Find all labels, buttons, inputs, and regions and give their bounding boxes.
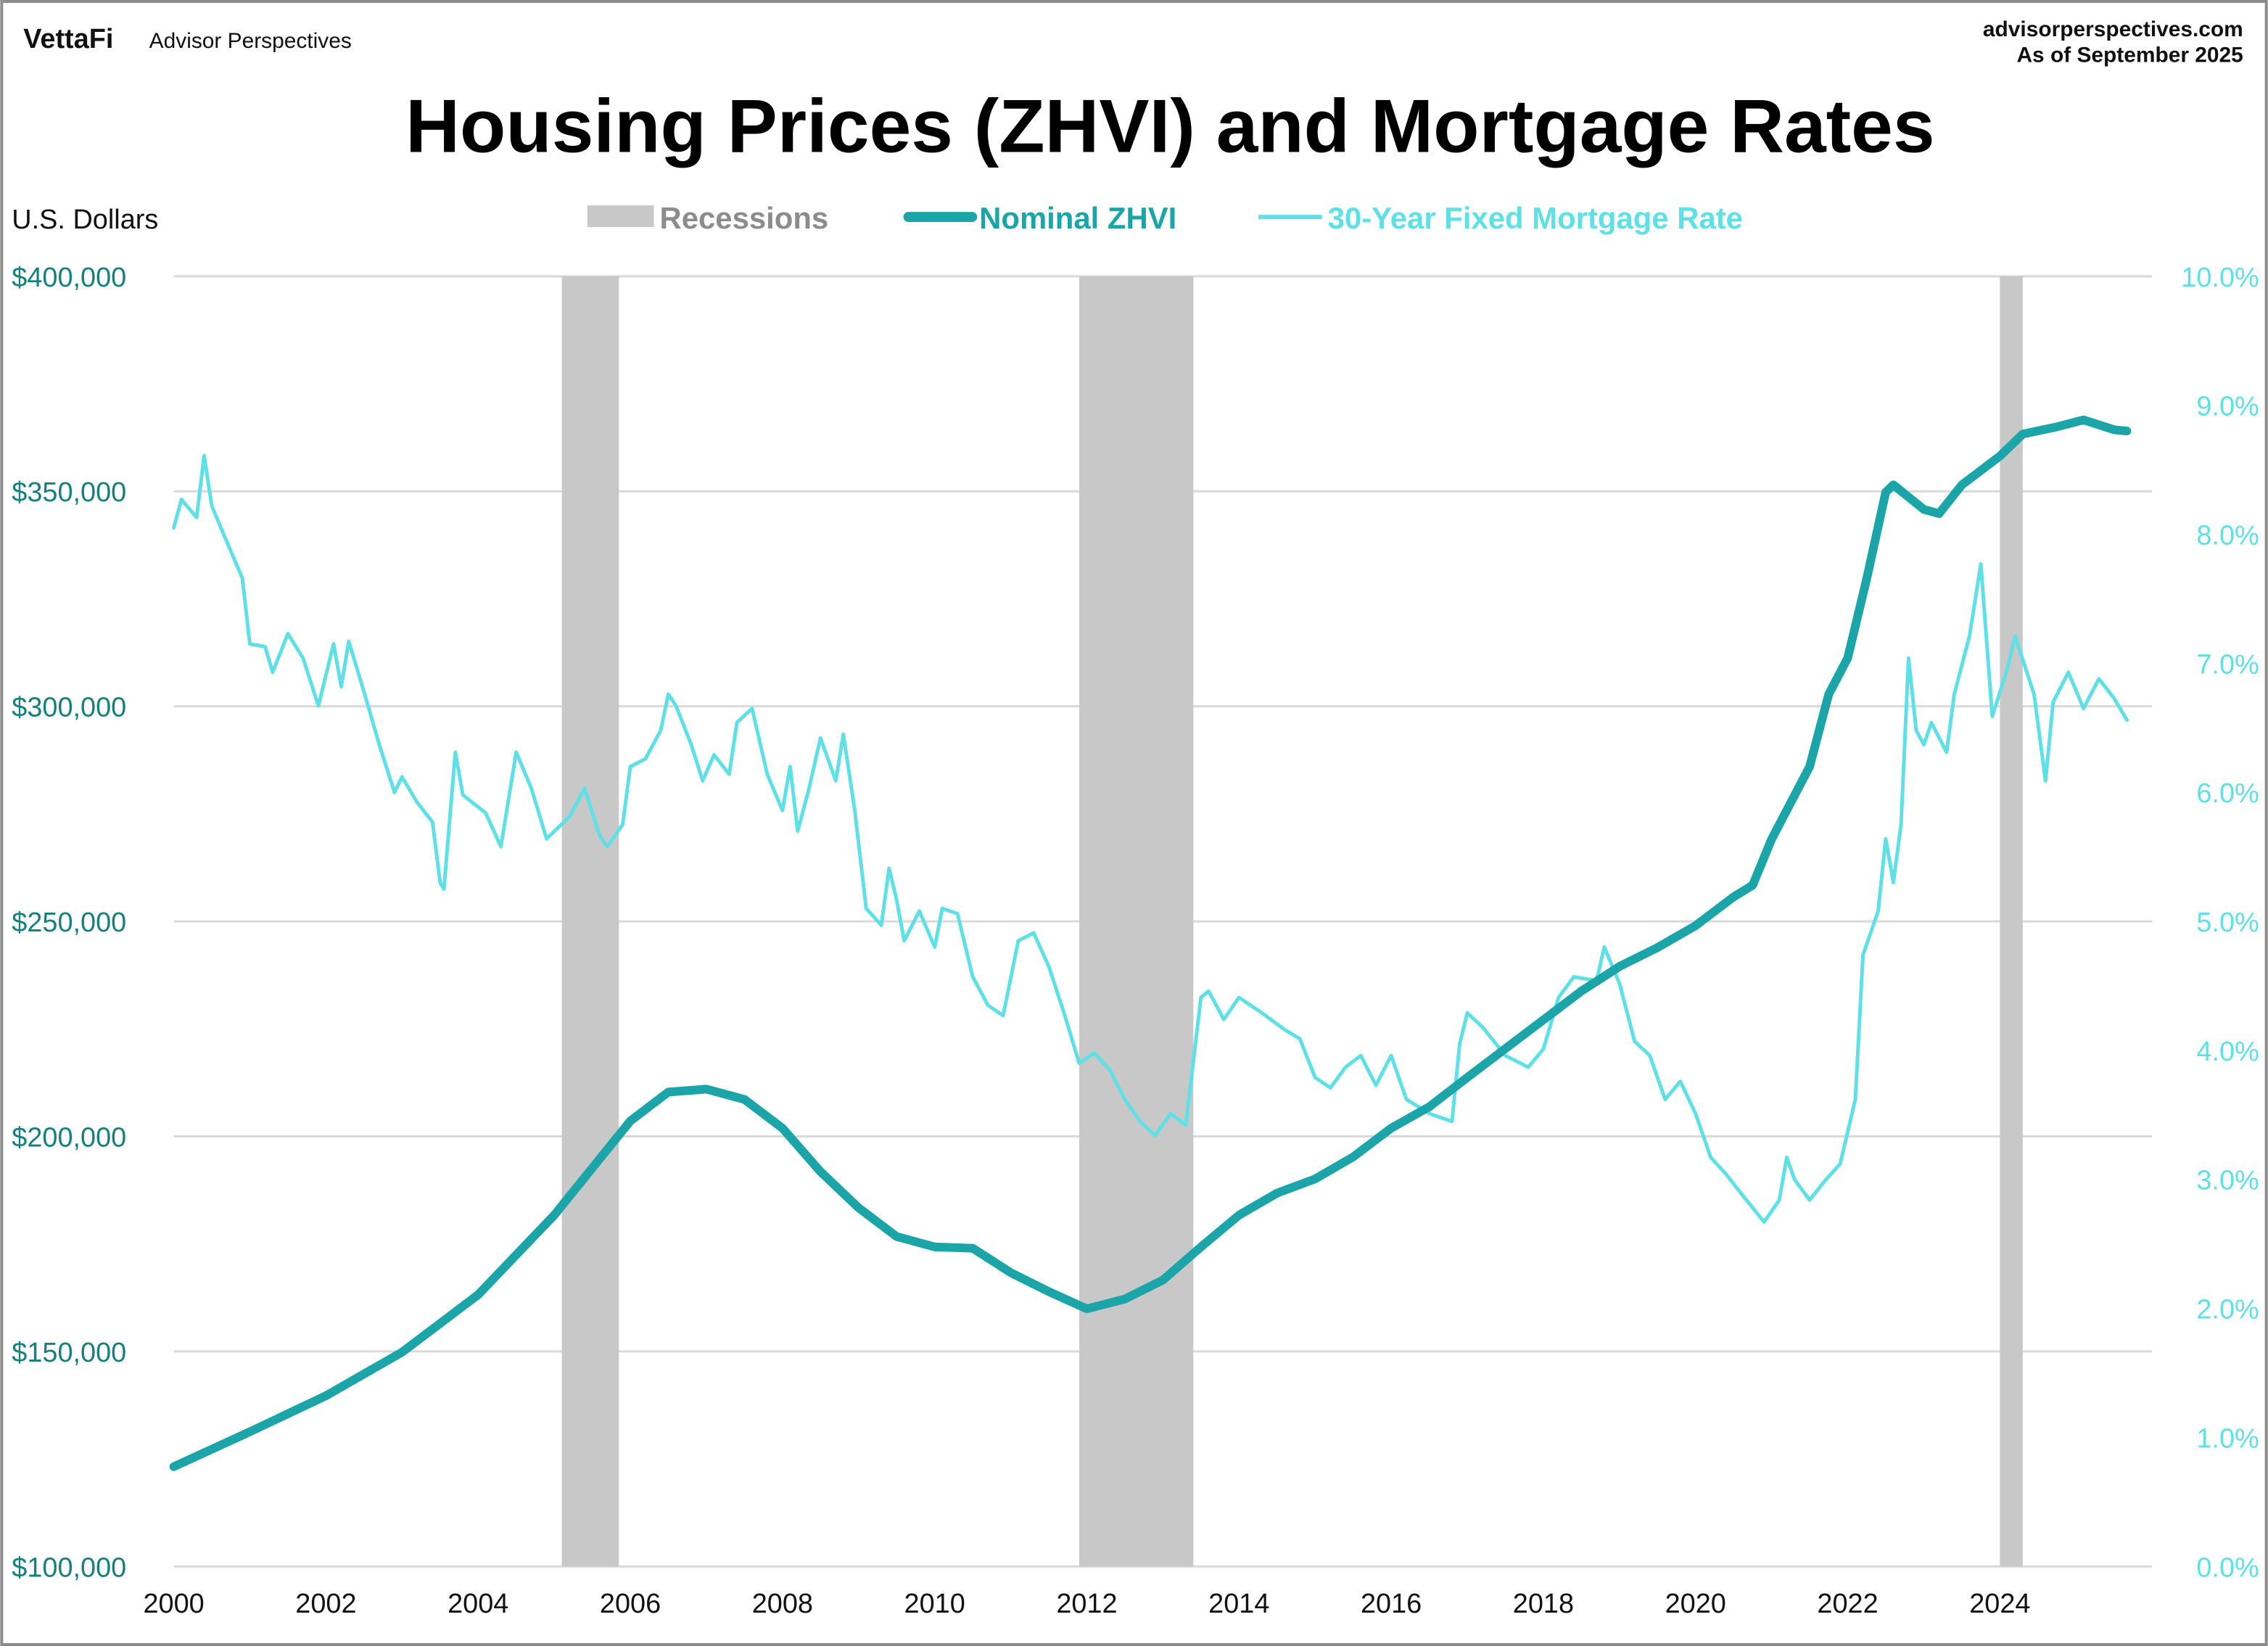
y-tick-label-right: 7.0% xyxy=(2196,649,2259,680)
legend-recessions: Recessions xyxy=(660,201,829,235)
y-tick-label-left: $200,000 xyxy=(12,1122,126,1153)
x-tick-label: 2020 xyxy=(1665,1589,1726,1619)
y-tick-label-left: $250,000 xyxy=(12,908,126,938)
x-tick-label: 2010 xyxy=(904,1589,965,1619)
x-tick-label: 2014 xyxy=(1208,1589,1269,1619)
site-url: advisorperspectives.com xyxy=(1983,17,2243,41)
y-tick-label-right: 1.0% xyxy=(2196,1423,2259,1454)
y-tick-label-left: $300,000 xyxy=(12,693,126,723)
x-tick-label: 2012 xyxy=(1056,1589,1117,1619)
legend-zhvi: Nominal ZHVI xyxy=(979,201,1176,235)
recession-band xyxy=(2000,276,2023,1567)
x-tick-label: 2008 xyxy=(752,1589,813,1619)
y-tick-label-right: 8.0% xyxy=(2196,520,2259,551)
legend-recessions-swatch xyxy=(587,205,654,228)
mortgage-rate-line xyxy=(172,453,2129,1224)
y-tick-label-left: $350,000 xyxy=(12,477,126,508)
right-y-axis: 0.0% 1.0% 2.0% 3.0% 4.0% 5.0% 6.0% 7.0% 8.0% 9.0%… xyxy=(2181,263,2259,1584)
y-tick-label-left: $400,000 xyxy=(12,263,126,293)
x-tick-label: 2002 xyxy=(295,1589,356,1619)
logo-text: VettaFi xyxy=(23,24,113,54)
y-tick-label-right: 2.0% xyxy=(2196,1295,2259,1325)
y-tick-label-right: 5.0% xyxy=(2196,908,2259,938)
left-y-axis: $100,000 $150,000 $200,000 $250,000 $300,000… xyxy=(12,263,126,1584)
x-tick-label: 2006 xyxy=(600,1589,661,1619)
brand-name: Advisor Perspectives xyxy=(149,29,352,53)
recession-band xyxy=(1079,276,1194,1567)
series-lines xyxy=(169,415,2132,1471)
x-tick-label: 2022 xyxy=(1817,1589,1878,1619)
x-tick-label: 2000 xyxy=(143,1589,204,1619)
recession-band xyxy=(561,276,619,1567)
y-tick-label-right: 3.0% xyxy=(2196,1166,2259,1196)
y-tick-label-right: 10.0% xyxy=(2181,263,2259,293)
y-tick-label-left: $100,000 xyxy=(12,1552,126,1583)
y-tick-label-left: $150,000 xyxy=(12,1338,126,1368)
zhvi-line xyxy=(169,415,2132,1471)
y-tick-label-right: 9.0% xyxy=(2196,392,2259,422)
as-of-date: As of September 2025 xyxy=(2016,44,2243,67)
left-axis-label: U.S. Dollars xyxy=(12,205,158,235)
x-axis: 2000 2002 2004 2006 2008 2010 2012 2014 2016 2018… xyxy=(143,1589,2030,1619)
y-tick-label-right: 6.0% xyxy=(2196,778,2259,809)
x-tick-label: 2016 xyxy=(1361,1589,1422,1619)
x-tick-label: 2024 xyxy=(1969,1589,2030,1619)
y-tick-label-right: 4.0% xyxy=(2196,1037,2259,1067)
x-tick-label: 2004 xyxy=(448,1589,508,1619)
x-tick-label: 2018 xyxy=(1513,1589,1574,1619)
y-tick-label-right: 0.0% xyxy=(2196,1552,2259,1583)
legend: Recessions Nominal ZHVI 30-Year Fixed Mo… xyxy=(587,201,1743,235)
recession-bands xyxy=(561,276,2023,1567)
vettafi-logo: VettaFi xyxy=(23,24,113,54)
chart-title: Housing Prices (ZHVI) and Mortgage Rates xyxy=(405,83,1934,168)
legend-rate: 30-Year Fixed Mortgage Rate xyxy=(1328,201,1743,235)
